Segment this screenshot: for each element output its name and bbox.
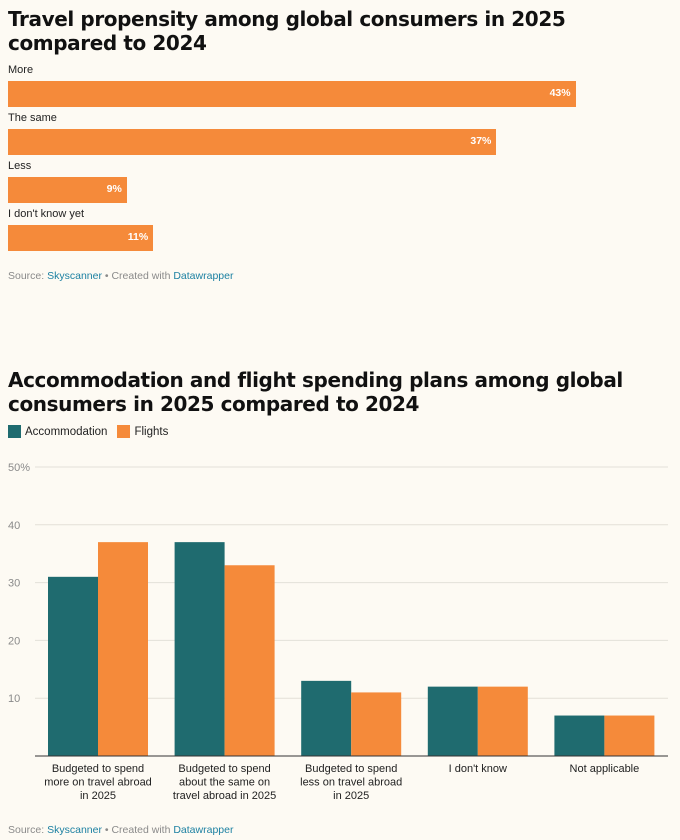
bar-category-label: Less xyxy=(8,160,32,172)
chart2-footer: Source: Skyscanner • Created with Datawr… xyxy=(8,824,233,836)
footer-source-prefix: Source: xyxy=(8,270,48,282)
y-tick-label: 30 xyxy=(8,578,20,590)
x-category-label: Budgeted to spend xyxy=(305,763,397,775)
bar-accommodation xyxy=(174,542,225,756)
bar-accommodation xyxy=(427,686,478,756)
bar-flights xyxy=(604,715,655,756)
chart1-footer: Source: Skyscanner • Created with Datawr… xyxy=(8,270,233,282)
x-category-label: about the same on xyxy=(179,777,270,789)
bar-category-label: More xyxy=(8,64,34,76)
bar-flights xyxy=(224,565,275,756)
footer-source-prefix: Source: xyxy=(8,824,48,836)
bar: 37% xyxy=(8,129,497,155)
y-tick-label: 50% xyxy=(8,462,30,474)
legend-item: Flights xyxy=(117,425,168,438)
bar-accommodation xyxy=(48,576,98,756)
footer-created-with: • Created with xyxy=(101,824,174,836)
chart2-title: Accommodation and flight spending plans … xyxy=(8,368,623,416)
bar-value-label: 9% xyxy=(106,183,122,195)
footer-tool-link[interactable]: Datawrapper xyxy=(173,270,234,282)
y-tick-label: 40 xyxy=(8,520,20,532)
bar-category-label: I don't know yet xyxy=(8,208,85,220)
chart2-legend: Accommodation Flights xyxy=(8,425,178,441)
legend-swatch xyxy=(117,425,131,438)
y-tick-label: 10 xyxy=(8,693,20,705)
bar-value-label: 37% xyxy=(470,135,492,147)
legend-item: Accommodation xyxy=(8,425,107,438)
footer-tool-link[interactable]: Datawrapper xyxy=(173,824,234,836)
bar: 9% xyxy=(8,177,127,203)
bar-flights xyxy=(351,692,402,756)
bar-accommodation xyxy=(301,680,352,756)
legend-swatch xyxy=(8,425,21,438)
chart2-plot: 10 20 30 40 50% Budgeted to spend more on trav… xyxy=(8,462,668,802)
bar: 11% xyxy=(8,225,154,251)
x-category-label: travel abroad in 2025 xyxy=(173,790,276,802)
bar-value-label: 11% xyxy=(127,231,149,243)
x-category-label: Budgeted to spend xyxy=(178,763,270,775)
y-tick-label: 20 xyxy=(8,635,20,647)
x-category-label: more on travel abroad xyxy=(44,777,152,789)
x-category-label: I don't know xyxy=(449,763,507,775)
footer-created-with: • Created with xyxy=(101,270,174,282)
footer-source-link[interactable]: Skyscanner xyxy=(47,270,102,282)
x-category-label: less on travel abroad xyxy=(300,777,402,789)
bar-value-label: 43% xyxy=(549,87,571,99)
x-category-label: in 2025 xyxy=(333,790,369,802)
bar-flights xyxy=(477,686,528,756)
chart1-title: Travel propensity among global consumers… xyxy=(8,7,566,55)
bar-accommodation xyxy=(554,715,605,756)
bar-category-label: The same xyxy=(8,112,57,124)
x-category-label: in 2025 xyxy=(80,790,116,802)
legend-label: Flights xyxy=(134,425,169,438)
bar-flights xyxy=(98,542,148,756)
x-category-label: Budgeted to spend xyxy=(52,763,144,775)
bar: 43% xyxy=(8,81,576,107)
footer-source-link[interactable]: Skyscanner xyxy=(47,824,102,836)
legend-label: Accommodation xyxy=(25,425,108,438)
chart1-bar-area: More 43% The same 37% Less 9% I don't know yet… xyxy=(8,64,668,254)
x-category-label: Not applicable xyxy=(570,763,640,775)
